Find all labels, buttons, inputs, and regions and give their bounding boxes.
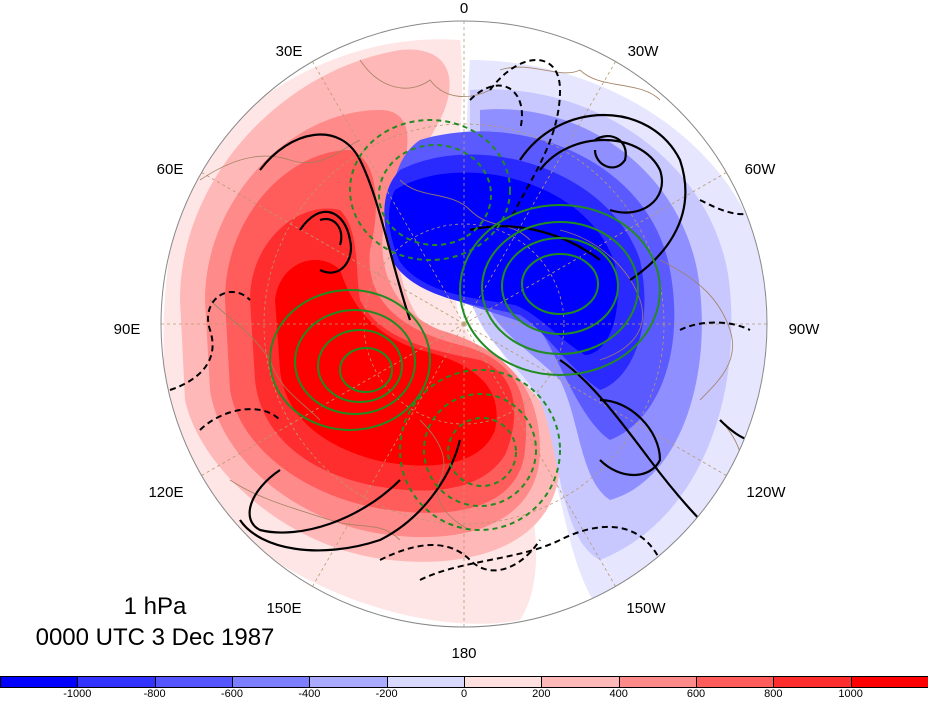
colorbar-box [850,676,928,688]
colorbar-box [77,676,156,688]
colorbar-box [154,676,233,688]
colorbar-box [232,676,311,688]
lon-label-90e: 90E [114,321,141,338]
black-contours [239,113,767,552]
lon-label-30e: 30E [276,43,303,60]
colorbar-box [618,676,697,688]
shaded-anomaly-field [161,21,767,627]
colorbar-box [309,676,388,688]
lon-label-30w: 30W [628,43,660,60]
lon-label-150w: 150W [626,600,666,617]
colorbar-label: -800 [143,688,166,700]
lon-label-60w: 60W [745,161,777,178]
meridian-grid [161,21,767,627]
lon-label-90w: 90W [789,321,821,338]
negative-contour-fill-1000 [388,172,618,355]
pressure-level-caption: 1 hPa [123,593,187,620]
colorbar-box [696,676,775,688]
colorbar-label: 200 [532,688,551,700]
green-dashed-contours [349,119,561,531]
datetime-caption: 0000 UTC 3 Dec 1987 [35,624,275,651]
green-contours [269,204,661,431]
colorbar-label: -200 [375,688,398,700]
lon-label-180: 180 [451,645,476,662]
colorbar-label: -1000 [63,688,92,700]
colorbar: -1000 -800 -600 -400 -200 0 200 400 600 800 1000 [0,674,928,702]
longitude-labels: 0 30W 60W 90W 120W 150W 180 150E 120E 90… [114,0,821,662]
lon-label-120e: 120E [148,484,183,501]
colorbar-label: 0 [460,688,468,700]
colorbar-box [464,676,543,688]
colorbar-box [541,676,620,688]
colorbar-box [773,676,852,688]
colorbar-label: 600 [686,688,706,700]
lon-label-120w: 120W [746,484,786,501]
colorbar-label: 400 [609,688,628,700]
colorbar-label: -400 [298,688,321,700]
positive-contour-fill-1000 [275,260,497,466]
polar-stereographic-map: 0 30W 60W 90W 120W 150W 180 150E 120E 90… [114,0,821,662]
map-boundary [160,20,768,628]
colorbar-box [0,676,79,688]
colorbar-box [386,676,465,688]
black-dashed-contours [169,59,761,581]
lon-label-60e: 60E [157,161,184,178]
lon-label-150e: 150E [266,600,301,617]
colorbar-label: 800 [764,688,783,700]
colorbar-label: -600 [220,688,244,700]
lon-label-0: 0 [460,0,468,17]
colorbar-label: 1000 [838,688,863,700]
